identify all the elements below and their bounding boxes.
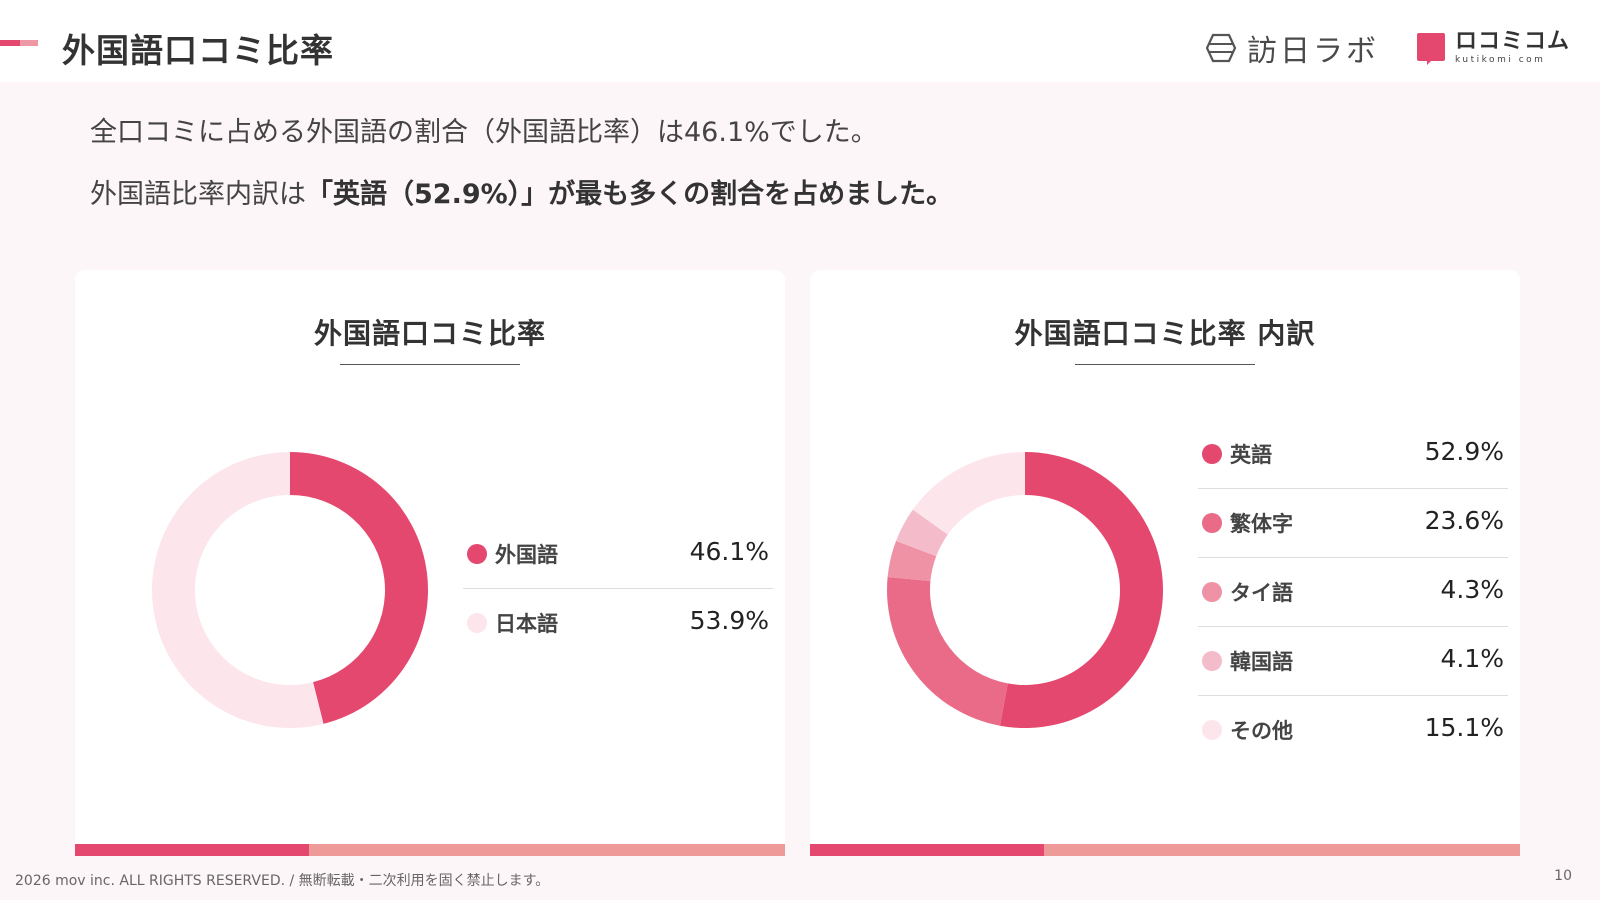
title-underline (340, 364, 520, 365)
donut-slice-0-1 (152, 452, 324, 728)
legend-row: 韓国語 4.1% (1198, 627, 1508, 696)
foreign-breakdown-donut-chart (887, 452, 1164, 728)
donut-slice-0-0 (290, 452, 428, 724)
card-bottom-bar (810, 844, 1520, 856)
foreign-ratio-card: 外国語口コミ比率 外国語 46.1% 日本語 53.9% (75, 270, 785, 856)
foreign-ratio-legend: 外国語 46.1% 日本語 53.9% (463, 520, 773, 657)
legend-label: 英語 (1230, 443, 1272, 467)
header-accent (0, 40, 20, 46)
legend-value: 23.6% (1424, 506, 1504, 535)
donut-slice-1-3 (896, 509, 948, 557)
legend-label: 繁体字 (1230, 512, 1293, 536)
summary-line-1: 全口コミに占める外国語の割合（外国語比率）は46.1%でした。 (90, 117, 878, 148)
card-bottom-bar-primary (810, 844, 1044, 856)
donut-slice-1-1 (887, 577, 1008, 726)
donut-slice-1-4 (912, 452, 1025, 535)
legend-label: 外国語 (495, 543, 558, 567)
legend-row: その他 15.1% (1198, 696, 1508, 764)
foreign-breakdown-card: 外国語口コミ比率 内訳 英語 52.9% 繁体字 23.6% タイ語 4.3% 韓国語 4.1… (810, 270, 1520, 856)
card-bottom-bar (75, 844, 785, 856)
legend-value: 4.3% (1440, 575, 1504, 604)
legend-value: 4.1% (1440, 644, 1504, 673)
chart-title: 外国語口コミ比率 内訳 (1014, 317, 1316, 350)
kuchikomi-com-logo: ロコミコム kutikomi com (1415, 28, 1570, 68)
card-bottom-bar-secondary (1044, 844, 1520, 856)
copyright-footer: 2026 mov inc. ALL RIGHTS RESERVED. / 無断転… (15, 873, 550, 889)
donut-slice-1-0 (999, 452, 1164, 728)
card-bottom-bar-primary (75, 844, 309, 856)
legend-dot-icon (1202, 444, 1222, 464)
kuchikomi-com-logo-text: ロコミコム (1455, 29, 1571, 54)
title-underline (1075, 364, 1255, 365)
legend-dot-icon (1202, 651, 1222, 671)
speech-bubble-logo-icon (1417, 33, 1445, 65)
summary-line-2-prefix: 外国語比率内訳は (90, 179, 306, 210)
houchi-lab-logo: 訪日ラボ (1205, 28, 1379, 69)
card-bottom-bar-secondary (309, 844, 785, 856)
legend-value: 15.1% (1424, 713, 1504, 742)
legend-label: タイ語 (1230, 581, 1293, 605)
kuchikomi-com-logo-subtext: kutikomi com (1455, 55, 1546, 65)
header-bar: 外国語口コミ比率 訪日ラボ ロコミコム kutikomi com (0, 0, 1600, 82)
legend-label: その他 (1230, 719, 1293, 743)
legend-dot-icon (467, 544, 487, 564)
legend-row: 外国語 46.1% (463, 520, 773, 589)
legend-dot-icon (1202, 582, 1222, 602)
foreign-ratio-donut-chart (152, 452, 428, 728)
foreign-breakdown-legend: 英語 52.9% 繁体字 23.6% タイ語 4.3% 韓国語 4.1% その他 15.1% (1198, 420, 1508, 764)
summary-line-2: 外国語比率内訳は「英語（52.9%）」が最も多くの割合を占めました。 (90, 172, 953, 211)
legend-label: 日本語 (495, 612, 558, 636)
summary-line-2-bold: 「英語（52.9%）」が最も多くの割合を占めました。 (306, 179, 954, 210)
header-accent-light (20, 40, 38, 46)
legend-dot-icon (1202, 720, 1222, 740)
legend-row: タイ語 4.3% (1198, 558, 1508, 627)
legend-dot-icon (1202, 513, 1222, 533)
legend-row: 英語 52.9% (1198, 420, 1508, 489)
hexagon-logo-icon (1205, 33, 1237, 63)
legend-row: 日本語 53.9% (463, 589, 773, 657)
page-number: 10 (1554, 868, 1572, 884)
legend-value: 52.9% (1424, 437, 1504, 466)
houchi-lab-logo-text: 訪日ラボ (1247, 34, 1379, 69)
legend-value: 53.9% (689, 606, 769, 635)
legend-label: 韓国語 (1230, 650, 1293, 674)
donut-slice-1-2 (887, 540, 937, 582)
page-title: 外国語口コミ比率 (62, 31, 334, 70)
legend-value: 46.1% (689, 537, 769, 566)
legend-row: 繁体字 23.6% (1198, 489, 1508, 558)
legend-dot-icon (467, 613, 487, 633)
chart-title: 外国語口コミ比率 (313, 317, 546, 350)
